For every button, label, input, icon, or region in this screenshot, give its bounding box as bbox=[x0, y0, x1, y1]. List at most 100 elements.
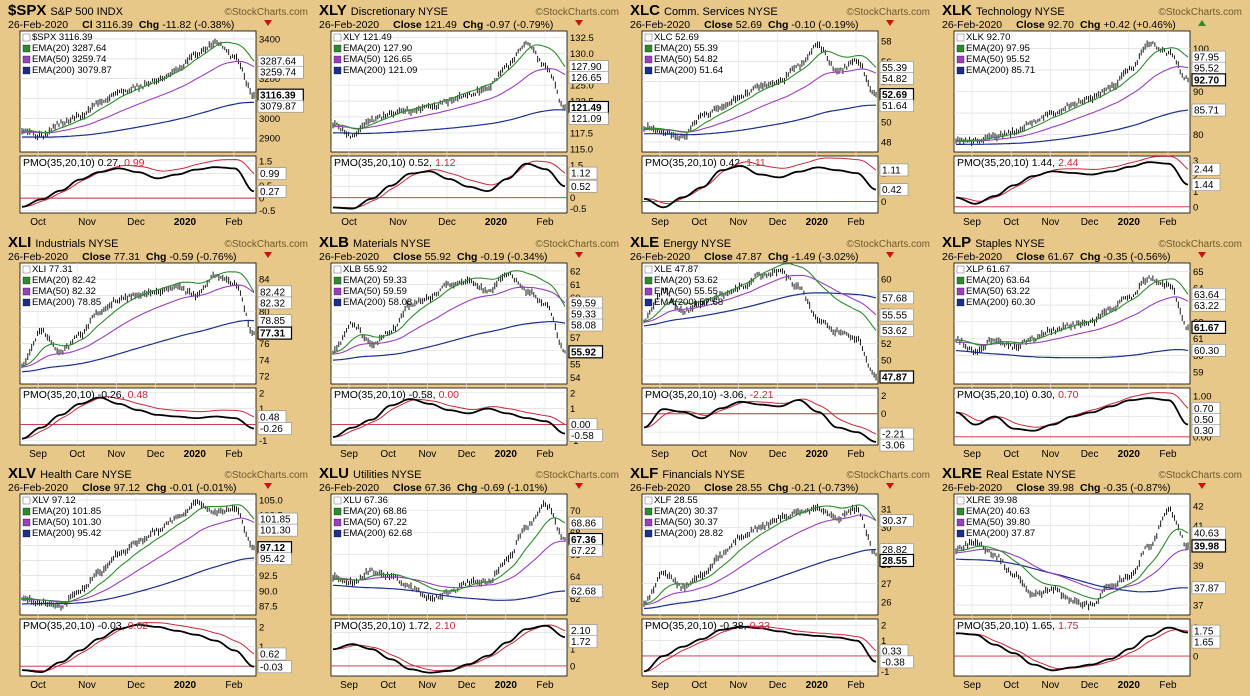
y-tick: 74 bbox=[259, 355, 270, 366]
chart-panel-xlf[interactable]: XLF Financials NYSE ©StockCharts.com 26-Feb… bbox=[628, 466, 934, 692]
y-tick: 3000 bbox=[259, 114, 280, 125]
x-tick: Dec bbox=[127, 217, 145, 228]
down-arrow-icon bbox=[1198, 252, 1206, 258]
pmo-tag-signal-text: 0.00 bbox=[571, 420, 591, 431]
ema50-line bbox=[955, 65, 1189, 143]
x-tick: Dec bbox=[769, 680, 787, 691]
pmo-pane bbox=[330, 387, 568, 446]
tag-price: 47.87 bbox=[879, 370, 915, 384]
pmo-signal-line bbox=[332, 398, 566, 438]
chart-panel-xlre[interactable]: XLRE Real Estate NYSE ©StockCharts.com 26-F… bbox=[940, 466, 1246, 692]
x-tick: Dec bbox=[1081, 217, 1099, 228]
y-tick: 92.5 bbox=[259, 571, 278, 582]
pmo-y-tick: 1 bbox=[259, 642, 264, 653]
x-tick: Nov bbox=[108, 449, 126, 460]
legend-swatch-sym bbox=[956, 496, 965, 505]
security-name: Comm. Services NYSE bbox=[664, 6, 778, 18]
x-tick: Oct bbox=[691, 217, 707, 228]
tag-ema200-text: 58.08 bbox=[571, 321, 596, 332]
legend-ema200: EMA(200) 121.09 bbox=[343, 65, 417, 76]
pmo-label: PMO(35,20,10) 0.27, 0.99 bbox=[23, 157, 145, 169]
chart-panel-xlk[interactable]: XLK Technology NYSE ©StockCharts.com 26-Feb… bbox=[940, 3, 1246, 229]
y-tick: 62 bbox=[570, 266, 581, 277]
y-tick: 39 bbox=[1193, 561, 1204, 572]
legend-sym: XLU 67.36 bbox=[343, 495, 388, 506]
tag-ema50: 3259.74 bbox=[257, 65, 304, 79]
chart-panel-xlu[interactable]: XLU Utilities NYSE ©StockCharts.com 26-Feb-… bbox=[317, 466, 623, 692]
chart-panel-xli[interactable]: XLI Industrials NYSE ©StockCharts.com 26-Fe… bbox=[6, 235, 312, 461]
quote-line: 26-Feb-2020 Close 61.67 Chg -0.35 (-0.56%) bbox=[942, 251, 1171, 263]
tag-ema20-text: 82.42 bbox=[260, 287, 285, 298]
chart-panel-spx[interactable]: $SPX S&P 500 INDX ©StockCharts.com 26-Feb-2… bbox=[6, 3, 312, 229]
pmo-line bbox=[643, 165, 877, 209]
chart-panel-xlb[interactable]: XLB Materials NYSE ©StockCharts.com 26-Feb-… bbox=[317, 235, 623, 461]
legend-swatch-ema20 bbox=[644, 276, 653, 285]
x-tick: Feb bbox=[847, 217, 865, 228]
x-tick: Dec bbox=[458, 680, 476, 691]
ema20-line bbox=[332, 44, 566, 130]
tag-ema50-text: 54.82 bbox=[882, 74, 907, 85]
tag-price: 55.92 bbox=[568, 345, 604, 359]
tag-ema20-text: 97.95 bbox=[1194, 53, 1219, 64]
chart-svg: XLY Discretionary NYSE ©StockCharts.com26-… bbox=[319, 3, 619, 228]
chart-panel-xly[interactable]: XLY Discretionary NYSE ©StockCharts.com 26-… bbox=[317, 3, 623, 229]
x-tick: Oct bbox=[30, 680, 46, 691]
price-plot bbox=[643, 503, 877, 610]
chart-svg: XLRE Real Estate NYSE ©StockCharts.com26-F… bbox=[942, 466, 1242, 691]
chart-panel-xlc[interactable]: XLC Comm. Services NYSE ©StockCharts.com 26… bbox=[628, 3, 934, 229]
watermark: ©StockCharts.com bbox=[846, 239, 930, 250]
pmo-plot bbox=[954, 626, 1190, 672]
legend-swatch-ema20 bbox=[956, 276, 965, 285]
tag-ema200-text: 78.85 bbox=[260, 316, 285, 327]
legend-swatch-sym bbox=[644, 33, 653, 42]
pmo-tag-signal: 0.70 bbox=[1191, 402, 1221, 415]
legend-ema200: EMA(200) 85.71 bbox=[966, 65, 1035, 76]
y-tick: 90.0 bbox=[259, 586, 278, 597]
price-plot bbox=[332, 270, 566, 361]
chart-panel-xle[interactable]: XLE Energy NYSE ©StockCharts.com 26-Feb-202… bbox=[628, 235, 934, 461]
legend-swatch-ema20 bbox=[644, 44, 653, 53]
legend-ema50: EMA(50) 63.22 bbox=[966, 286, 1030, 297]
legend-ema20: EMA(20) 68.86 bbox=[343, 506, 407, 517]
ema200-line bbox=[332, 321, 566, 361]
security-name: Energy NYSE bbox=[663, 238, 731, 250]
ema50-line bbox=[332, 68, 566, 130]
pmo-tag-signal: 0.33 bbox=[879, 644, 909, 657]
legend-swatch-ema200 bbox=[22, 66, 31, 75]
legend-swatch-ema200 bbox=[956, 66, 965, 75]
legend-sym: XLE 47.87 bbox=[654, 264, 698, 275]
pmo-pane bbox=[953, 155, 1191, 214]
chart-panel-xlv[interactable]: XLV Health Care NYSE ©StockCharts.com 26-Fe… bbox=[6, 466, 312, 692]
tag-price: 39.98 bbox=[1191, 539, 1227, 553]
legend-sym: XLF 28.55 bbox=[654, 495, 698, 506]
tag-ema50: 63.22 bbox=[1191, 298, 1226, 312]
legend-ema20: EMA(20) 127.90 bbox=[343, 43, 412, 54]
legend-swatch-ema50 bbox=[956, 287, 965, 296]
y-tick: 2900 bbox=[259, 134, 280, 145]
x-tick: Feb bbox=[225, 217, 243, 228]
chart-title: XLF Financials NYSE bbox=[630, 466, 745, 482]
pmo-tag-signal-text: 2.10 bbox=[571, 626, 591, 637]
pmo-line bbox=[21, 396, 255, 440]
chart-title: XLC Comm. Services NYSE bbox=[630, 3, 778, 19]
x-tick: Oct bbox=[341, 217, 357, 228]
legend-sym: XLRE 39.98 bbox=[966, 495, 1017, 506]
pmo-y-tick: 2 bbox=[259, 388, 264, 399]
y-tick: 84 bbox=[259, 275, 270, 286]
x-tick: 2020 bbox=[806, 449, 829, 460]
legend-swatch-ema20 bbox=[333, 507, 342, 516]
pmo-tag-pmo: 0.27 bbox=[257, 185, 287, 198]
pmo-tag-pmo: -0.26 bbox=[257, 422, 292, 435]
ema50-line bbox=[332, 540, 566, 589]
x-tick: 2020 bbox=[495, 680, 518, 691]
x-tick: Sep bbox=[29, 449, 47, 460]
tag-ema50: 54.82 bbox=[879, 72, 914, 85]
legend-ema20: EMA(20) 101.85 bbox=[32, 506, 101, 517]
x-tick: Nov bbox=[730, 217, 748, 228]
chart-panel-xlp[interactable]: XLP Staples NYSE ©StockCharts.com 26-Feb-20… bbox=[940, 235, 1246, 461]
pmo-tag-signal-text: 0.33 bbox=[882, 646, 902, 657]
legend-swatch-ema20 bbox=[333, 44, 342, 53]
chart-title: XLY Discretionary NYSE bbox=[319, 3, 448, 19]
chart-svg: XLK Technology NYSE ©StockCharts.com26-Feb… bbox=[942, 3, 1242, 228]
